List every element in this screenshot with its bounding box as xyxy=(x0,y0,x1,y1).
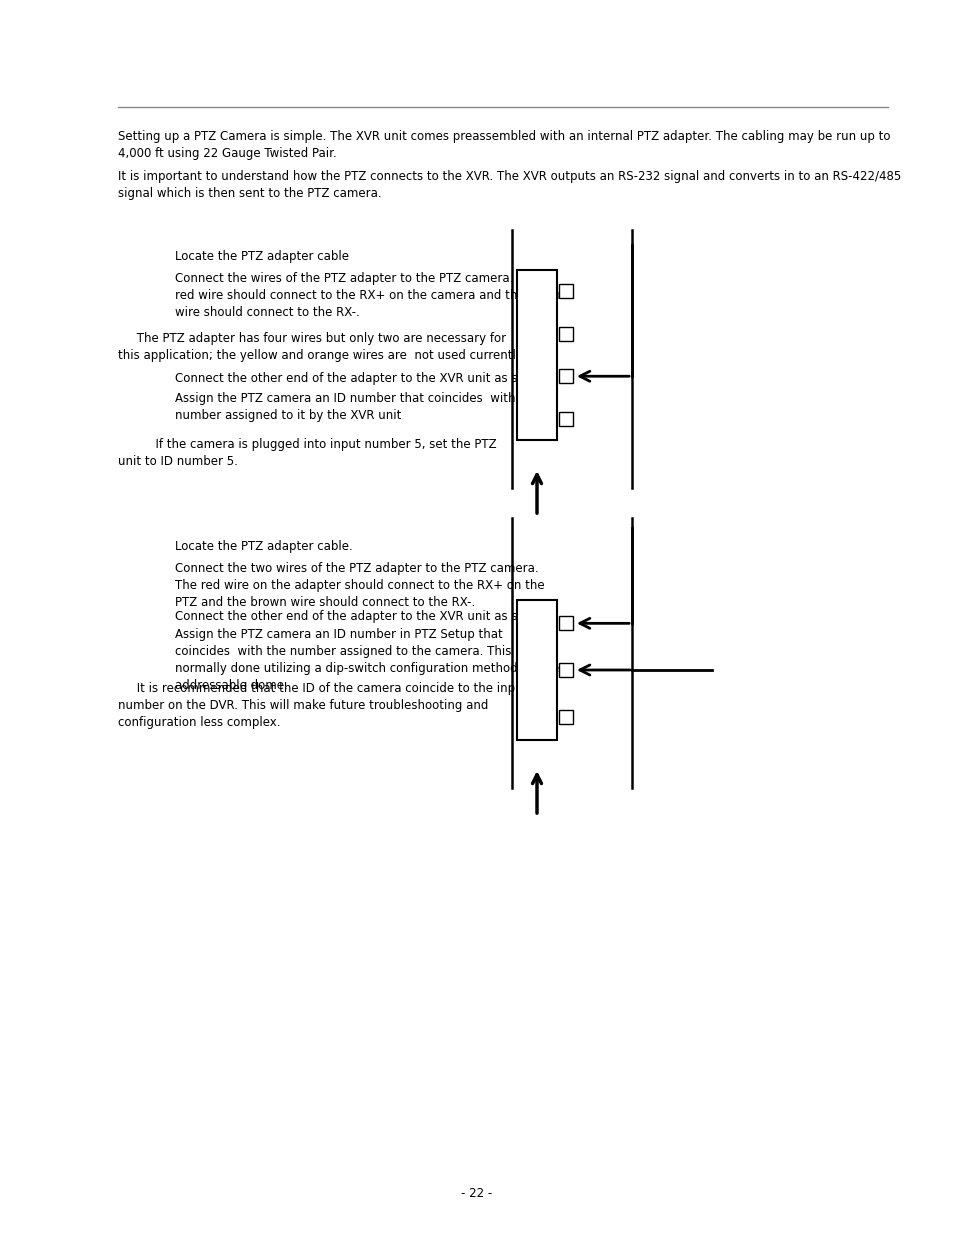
Text: - 22 -: - 22 - xyxy=(461,1187,492,1200)
Bar xyxy=(558,663,573,677)
Bar xyxy=(558,284,573,298)
Text: It is important to understand how the PTZ connects to the XVR. The XVR outputs a: It is important to understand how the PT… xyxy=(118,170,901,200)
Text: The PTZ adapter has four wires but only two are necessary for
this application; : The PTZ adapter has four wires but only … xyxy=(118,332,524,362)
Text: Setting up a PTZ Camera is simple. The XVR unit comes preassembled with an inter: Setting up a PTZ Camera is simple. The X… xyxy=(118,130,889,161)
Bar xyxy=(558,369,573,383)
Bar xyxy=(517,270,557,440)
Text: Locate the PTZ adapter cable: Locate the PTZ adapter cable xyxy=(174,249,349,263)
Text: Connect the two wires of the PTZ adapter to the PTZ camera.
The red wire on the : Connect the two wires of the PTZ adapter… xyxy=(174,562,544,609)
Text: Connect the wires of the PTZ adapter to the PTZ camera.  The
red wire should con: Connect the wires of the PTZ adapter to … xyxy=(174,272,564,319)
Text: Connect the other end of the adapter to the XVR unit as shown.: Connect the other end of the adapter to … xyxy=(174,610,553,622)
Bar xyxy=(558,411,573,426)
Bar xyxy=(517,600,557,740)
Bar xyxy=(558,616,573,630)
Text: Assign the PTZ camera an ID number in PTZ Setup that
coincides  with the number : Assign the PTZ camera an ID number in PT… xyxy=(174,629,558,692)
Bar xyxy=(558,710,573,724)
Bar xyxy=(558,327,573,341)
Text: Locate the PTZ adapter cable.: Locate the PTZ adapter cable. xyxy=(174,540,353,553)
Text: If the camera is plugged into input number 5, set the PTZ
unit to ID number 5.: If the camera is plugged into input numb… xyxy=(118,438,497,468)
Text: Connect the other end of the adapter to the XVR unit as shown.: Connect the other end of the adapter to … xyxy=(174,372,553,385)
Text: Assign the PTZ camera an ID number that coincides  with the
number assigned to i: Assign the PTZ camera an ID number that … xyxy=(174,391,538,422)
Text: It is recommended that the ID of the camera coincide to the input
number on the : It is recommended that the ID of the cam… xyxy=(118,682,527,729)
